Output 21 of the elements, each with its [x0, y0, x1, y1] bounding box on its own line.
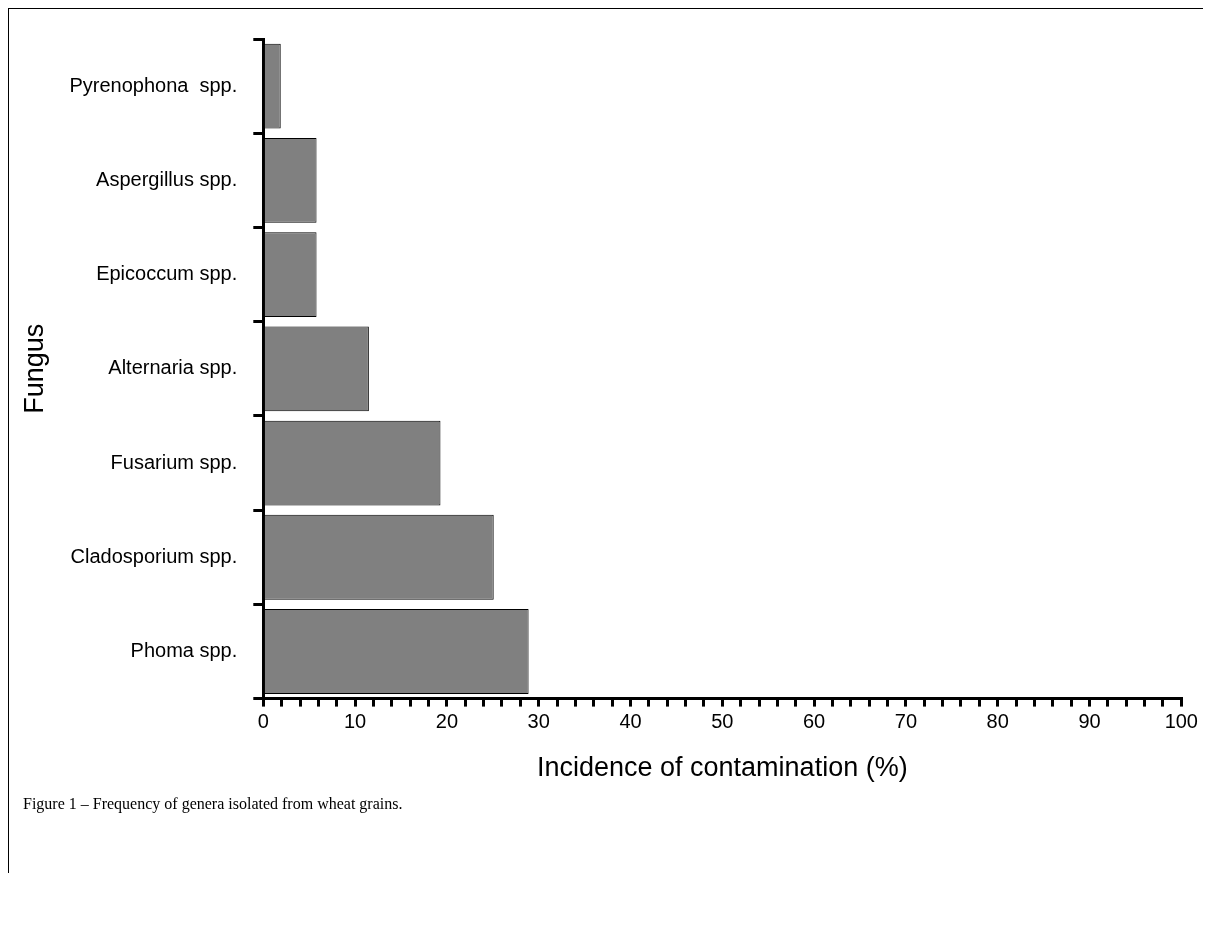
y-tick-label: Phoma spp. [130, 639, 238, 661]
y-axis-title: Fungus [18, 323, 49, 414]
y-tick-label: Epicoccum spp. [96, 262, 238, 285]
x-tick-label: 50 [711, 710, 734, 733]
caption: Figure 1 – Frequency of genera isolated from wheat grains. [23, 795, 404, 815]
y-tick-label: Alternaria spp. [108, 356, 238, 379]
x-tick-label: 40 [619, 710, 642, 733]
y-tick-label: Aspergillus spp. [96, 167, 238, 190]
x-axis-title: Incidence of contamination (%) [536, 752, 908, 783]
y-tick-label: Cladosporium spp. [70, 544, 238, 567]
y-tick-label: Pyrenophona spp. [69, 73, 238, 96]
x-tick-label: 10 [343, 710, 367, 733]
x-tick-label: 60 [802, 710, 826, 733]
y-tick-label: Fusarium spp. [110, 450, 238, 473]
x-tick-label: 30 [527, 710, 550, 733]
x-tick-label: 90 [1078, 710, 1101, 733]
x-tick-label: 20 [435, 710, 459, 733]
x-tick-label: 100 [1164, 710, 1198, 733]
x-tick-label: 70 [894, 710, 918, 733]
x-tick-label: 80 [986, 710, 1009, 733]
x-tick-label: 0 [257, 710, 269, 733]
